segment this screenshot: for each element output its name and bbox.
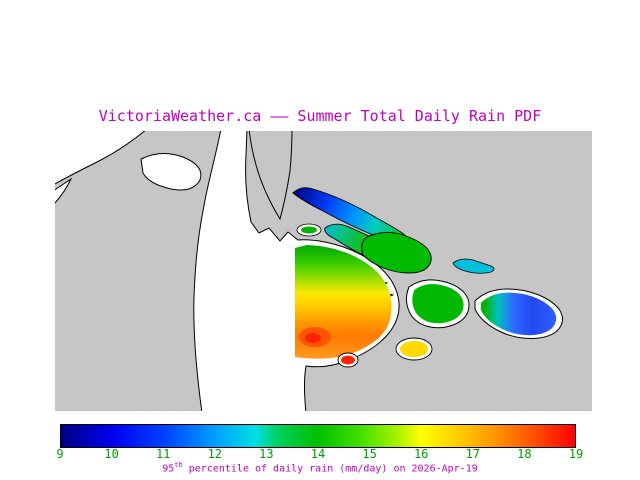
island-green-central bbox=[361, 232, 432, 274]
colorbar-tick-labels: 9 10 11 12 13 14 15 16 17 18 19 bbox=[56, 447, 583, 461]
island-southeast bbox=[480, 292, 557, 336]
colorbar-tick-label: 13 bbox=[259, 447, 274, 461]
islet-red bbox=[341, 355, 355, 365]
colorbar-tick-label: 9 bbox=[56, 447, 64, 461]
colorbar-caption: 95th percentile of daily rain (mm/day) o… bbox=[0, 461, 640, 474]
islet-cyan-dash bbox=[452, 258, 495, 274]
islet-yellow bbox=[400, 341, 428, 357]
colorbar-tick-label: 17 bbox=[465, 447, 481, 461]
colorbar-tick-label: 10 bbox=[104, 447, 119, 461]
colorbar-tick-label: 12 bbox=[207, 447, 223, 461]
plot-title: VictoriaWeather.ca –– Summer Total Daily… bbox=[98, 107, 542, 125]
caption-base: 95 bbox=[162, 463, 175, 475]
rain-map bbox=[55, 131, 592, 411]
island-south-green bbox=[412, 284, 464, 324]
hotspot-core bbox=[305, 333, 321, 343]
colorbar-tick-label: 15 bbox=[362, 447, 377, 461]
colorbar-tick-label: 14 bbox=[310, 447, 326, 461]
colorbar-tick-label: 11 bbox=[155, 447, 171, 461]
shore-west-notch bbox=[55, 177, 73, 204]
colorbar-gradient bbox=[61, 425, 575, 447]
caption-rest: percentile of daily rain (mm/day) on 202… bbox=[182, 463, 478, 475]
islet-green-dash bbox=[301, 226, 317, 234]
gray-peninsula-wedge bbox=[248, 131, 293, 221]
data-islands bbox=[292, 187, 563, 368]
colorbar-tick-label: 16 bbox=[413, 447, 429, 461]
lake bbox=[140, 153, 202, 191]
caption-superscript: th bbox=[174, 461, 183, 469]
colorbar-tick-label: 18 bbox=[517, 447, 532, 461]
shore-northwest-wedge bbox=[55, 131, 146, 185]
colorbar bbox=[60, 424, 576, 448]
colorbar-tick-label: 19 bbox=[568, 447, 584, 461]
